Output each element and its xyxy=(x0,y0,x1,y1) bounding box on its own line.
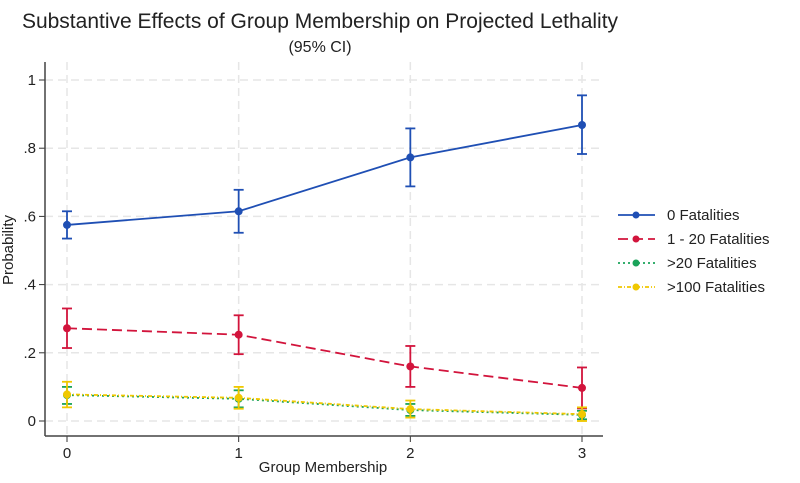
legend: 0 Fatalities 1 - 20 Fatalities >20 Fatalit… xyxy=(618,207,770,296)
series-0 xyxy=(62,94,587,240)
data-point xyxy=(63,324,71,333)
legend-label: 1 - 20 Fatalities xyxy=(667,231,770,248)
chart-subtitle: (95% CI) xyxy=(288,39,351,56)
legend-label: >20 Fatalities xyxy=(667,255,757,272)
x-tick-label: 3 xyxy=(578,445,586,462)
legend-label: >100 Fatalities xyxy=(667,279,765,296)
x-tick-label: 0 xyxy=(63,445,71,462)
x-axis-label: Group Membership xyxy=(259,459,387,476)
y-tick-label: .8 xyxy=(23,140,36,157)
data-point xyxy=(234,207,243,216)
series-3 xyxy=(62,380,587,422)
y-tick-label: .6 xyxy=(23,208,36,225)
series-1 xyxy=(62,307,587,410)
series-line xyxy=(66,394,583,416)
legend-swatch-marker xyxy=(632,211,640,219)
y-axis-label: Probability xyxy=(0,214,17,285)
data-point xyxy=(406,362,415,371)
y-tick-label: 1 xyxy=(28,72,36,89)
data-point xyxy=(63,220,71,229)
legend-swatch-marker xyxy=(632,283,640,291)
data-point xyxy=(406,405,415,414)
x-tick-label: 1 xyxy=(234,445,242,462)
y-tick-label: .4 xyxy=(23,277,36,294)
x-tick-label: 2 xyxy=(406,445,414,462)
chart-title: Substantive Effects of Group Membership … xyxy=(22,10,619,33)
series-2 xyxy=(62,385,587,421)
y-tick-label: .2 xyxy=(23,345,36,362)
data-point xyxy=(234,330,243,339)
data-point xyxy=(578,121,586,130)
legend-label: 0 Fatalities xyxy=(667,207,740,224)
data-point xyxy=(406,153,415,162)
series-line xyxy=(66,393,583,416)
data-point xyxy=(578,410,586,419)
data-point xyxy=(578,383,586,392)
data-point xyxy=(63,390,71,399)
data-point xyxy=(234,393,243,402)
series-line xyxy=(66,327,583,389)
legend-swatch-marker xyxy=(632,259,640,267)
y-tick-label: 0 xyxy=(28,413,36,430)
legend-swatch-marker xyxy=(632,235,640,243)
series-line xyxy=(66,124,583,226)
